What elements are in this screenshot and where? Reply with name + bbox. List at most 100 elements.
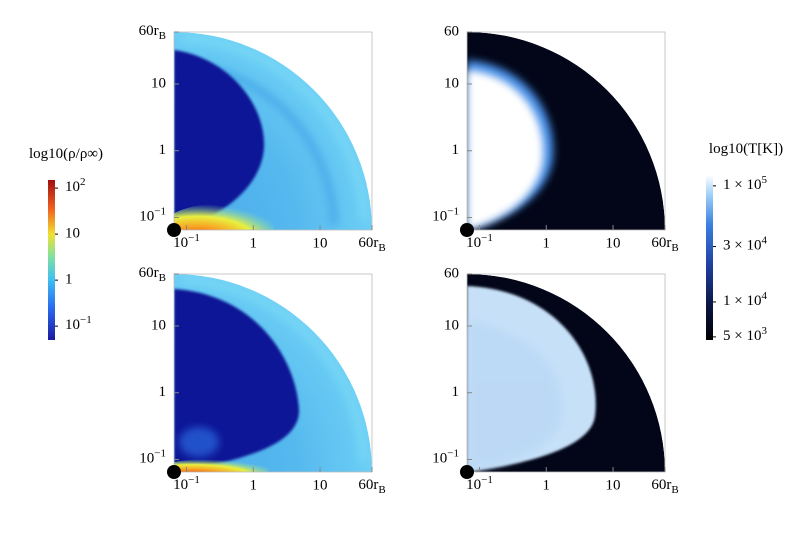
tick-label: 10−1	[466, 474, 493, 494]
tick-label-main: 60r	[139, 265, 159, 281]
tick-label: 1	[452, 384, 460, 400]
tick-label: 10	[65, 226, 80, 242]
cavity	[174, 289, 300, 472]
tick-label-main: 10	[65, 318, 80, 334]
tick-label-main: 10	[466, 477, 481, 493]
tick-label: 10	[313, 477, 328, 493]
hot	[174, 459, 269, 472]
tick-label: 10−1	[173, 474, 200, 494]
tick-label: 10	[444, 75, 459, 91]
tick-label-main: 10	[139, 451, 154, 467]
tick-label: 10	[444, 317, 459, 333]
frame	[173, 273, 373, 473]
tick-label: 10	[151, 317, 166, 333]
tick-label-main: 60r	[139, 23, 159, 39]
tick-label-sub: B	[671, 242, 678, 254]
tick-label: 60rB	[651, 235, 678, 253]
tick-label: 10−1	[65, 314, 92, 334]
tick-label: 60rB	[358, 477, 385, 495]
tick-label-main: 10	[173, 235, 188, 251]
tick-label-sup: −1	[447, 447, 459, 459]
colorbar-title: log10(T[K])	[709, 141, 783, 157]
hot-gas	[467, 70, 544, 230]
tick-label-sub: B	[378, 242, 385, 254]
tick-label: 10	[606, 477, 621, 493]
tick-label-sup: 4	[761, 234, 767, 246]
tick-label-main: 10	[65, 180, 80, 196]
tick-label: 60rB	[139, 23, 166, 41]
band	[181, 275, 369, 463]
tick-label-sup: 2	[80, 176, 86, 188]
map	[174, 274, 372, 472]
frame	[466, 31, 666, 231]
map	[174, 32, 372, 230]
tick-label-main: 10	[173, 477, 188, 493]
tick-label-main: 3 × 10	[723, 238, 761, 254]
tick-label-sup: −1	[188, 474, 200, 486]
tick-label: 60	[444, 265, 459, 281]
hot	[174, 204, 274, 230]
tick-label: 60rB	[139, 265, 166, 283]
tick-label-sup: 5	[761, 173, 767, 185]
tick-label-sup: −1	[154, 205, 166, 217]
tick-label: 1	[543, 235, 551, 251]
tick-label: 1	[159, 142, 167, 158]
tick-label: 10−1	[466, 232, 493, 252]
tick-label: 1	[159, 384, 167, 400]
blob	[179, 427, 219, 457]
tick-label-sup: −1	[188, 232, 200, 244]
hot-gas-inner	[467, 322, 563, 472]
frame	[466, 273, 666, 473]
band	[181, 33, 369, 221]
tick-label: 1	[250, 477, 258, 493]
tick-label-main: 1 × 10	[723, 177, 761, 193]
tick-label: 3 × 104	[723, 234, 767, 254]
tick-label-sup: −1	[447, 205, 459, 217]
origin-marker	[167, 465, 181, 479]
tick-label-main: 10	[139, 209, 154, 225]
tick-label-main: 5 × 10	[723, 328, 761, 344]
frame	[173, 31, 373, 231]
origin-marker	[460, 465, 474, 479]
tick-label: 102	[65, 176, 86, 196]
origin-marker	[167, 223, 181, 237]
tick-label: 10−1	[432, 205, 459, 225]
tick-label-sup: −1	[154, 447, 166, 459]
tick-label-sup: 4	[761, 289, 767, 301]
tick-label: 60	[444, 23, 459, 39]
cavity	[174, 50, 265, 230]
tick-label-main: 60r	[358, 235, 378, 251]
tick-label-main: 1 × 10	[723, 293, 761, 309]
origin-marker	[460, 223, 474, 237]
tick-label-sub: B	[671, 484, 678, 496]
tick-label: 1 × 105	[723, 173, 767, 193]
tick-label: 10	[606, 235, 621, 251]
tick-label: 1	[65, 272, 73, 288]
colorbar	[48, 180, 55, 340]
tick-label-sup: −1	[80, 314, 92, 326]
tick-label: 10−1	[432, 447, 459, 467]
tick-label-sub: B	[159, 272, 166, 284]
tick-label: 1	[452, 142, 460, 158]
tick-label: 10	[313, 235, 328, 251]
tick-label: 60rB	[358, 235, 385, 253]
map	[467, 274, 665, 472]
colorbar-title: log10(ρ/ρ∞)	[29, 146, 103, 162]
map	[467, 32, 665, 230]
tick-label: 1	[543, 477, 551, 493]
tick-label: 10−1	[139, 447, 166, 467]
tick-label-main: 10	[432, 209, 447, 225]
tick-label: 1 × 104	[723, 289, 767, 309]
tick-label: 5 × 103	[723, 324, 767, 344]
tick-label-sub: B	[378, 484, 385, 496]
tick-label: 10	[151, 75, 166, 91]
tick-label: 10−1	[173, 232, 200, 252]
tick-label: 10−1	[139, 205, 166, 225]
tick-label-sup: −1	[481, 232, 493, 244]
tick-label-main: 60r	[651, 235, 671, 251]
tick-label-main: 60r	[358, 477, 378, 493]
tick-label-sup: 3	[761, 324, 767, 336]
tick-label-main: 10	[466, 235, 481, 251]
